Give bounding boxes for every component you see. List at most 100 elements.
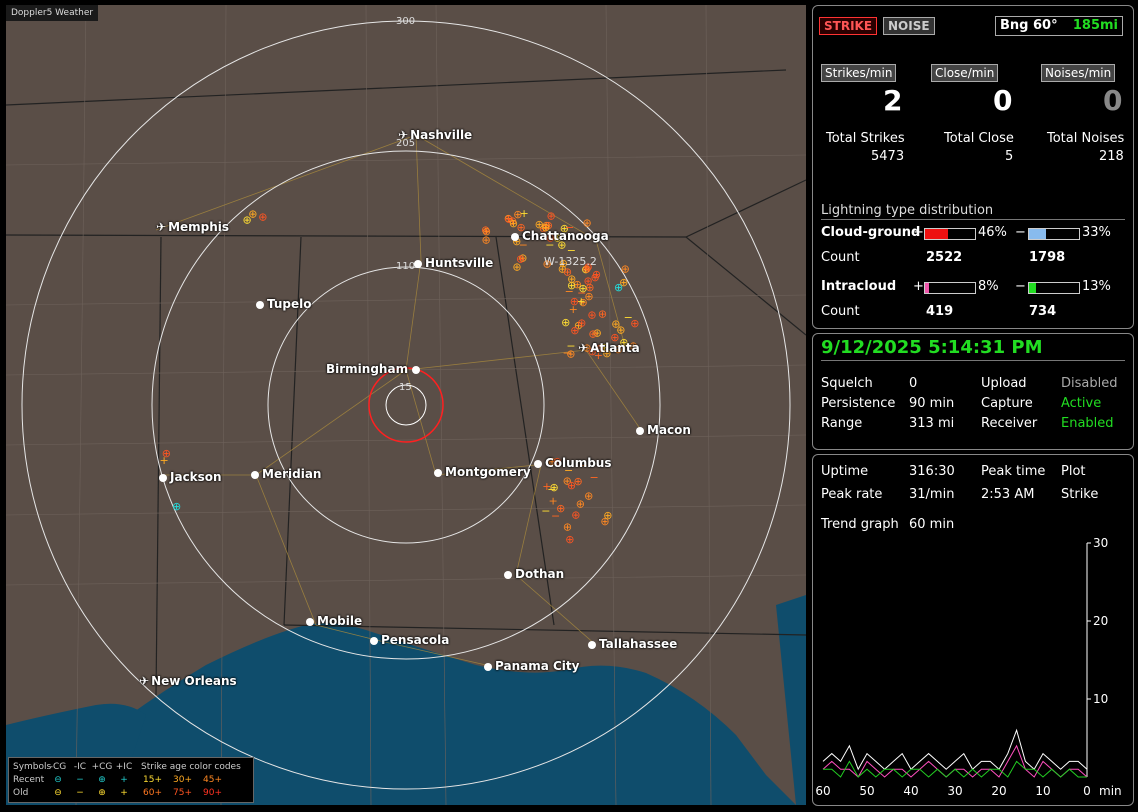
total-close-label: Total Close — [944, 131, 1014, 146]
strike-marker: ⊕ — [548, 455, 557, 468]
strike-marker: ⊕ — [581, 263, 590, 276]
persistence-label: Persistence — [821, 396, 896, 411]
strike-stats-panel: STRIKE NOISE Bng 60° 185mi Strikes/min C… — [812, 5, 1134, 329]
ring-label-15: 15 — [399, 382, 412, 393]
city-dot-icon — [588, 641, 596, 649]
strike-marker: ⊕ — [504, 212, 513, 225]
ic-minus-bar — [1028, 282, 1080, 294]
legend-old-label: Old — [13, 787, 29, 798]
strike-marker: ⊕ — [482, 234, 491, 247]
city-dot-icon — [306, 618, 314, 626]
city-nashville: ✈ Nashville — [398, 128, 473, 142]
city-dot-icon — [370, 637, 378, 645]
cg-plus-bar — [924, 228, 976, 240]
strike-marker: ⊕ — [563, 520, 572, 533]
strike-marker: ⊕ — [598, 307, 607, 320]
noise-mode-button[interactable]: NOISE — [883, 17, 935, 35]
ring-label-110: 110 — [396, 261, 416, 272]
center-ring — [385, 384, 427, 426]
total-strikes-label: Total Strikes — [826, 131, 905, 146]
strike-marker: ⊕ — [571, 509, 580, 522]
legend-ic-minus-header: -IC — [73, 761, 87, 772]
datetime: 9/12/2025 5:14:31 PM — [821, 337, 1043, 358]
old-ic-minus-icon: − — [76, 787, 84, 798]
cg-minus-bar — [1028, 228, 1080, 240]
airport-icon: ✈ — [398, 128, 409, 142]
strike-marker: ⊕ — [576, 498, 585, 511]
cg-plus-sign: + — [913, 225, 924, 240]
strike-mode-button[interactable]: STRIKE — [819, 17, 878, 35]
airport-icon: ✈ — [578, 341, 589, 355]
map-graphics: −⊕⊕⊕−⊕⊕⊕⊕⊕⊕⊕−⊕⊕⊕⊕⊕⊕⊕⊕ −⊕⊕⊕⊕⊕+⊕− −⊕+⊕⊕−⊕⊕⊕⊕… — [6, 5, 806, 805]
strike-marker: ⊕ — [584, 261, 593, 274]
plot-value[interactable]: Strike — [1061, 487, 1099, 502]
strike-marker: ⊕ — [563, 266, 572, 279]
city-chattanooga: Chattanooga — [511, 229, 609, 243]
range-label: Range — [821, 416, 863, 431]
ic-plus-bar — [924, 282, 976, 294]
city-tallahassee: Tallahassee — [588, 637, 677, 651]
old-ic-plus-icon: + — [120, 787, 128, 798]
ic-minus-sign: − — [1015, 279, 1026, 294]
strike-marker: ⊕ — [630, 317, 639, 330]
city-montgomery: Montgomery — [434, 465, 531, 479]
strike-marker: ⊕ — [574, 475, 583, 488]
strike-marker: ⊕ — [518, 251, 527, 264]
strike-marker: ⊕ — [567, 479, 576, 492]
strikes-per-min-value: 2 — [883, 84, 903, 117]
atlantic-water — [776, 595, 806, 805]
close-range-ring — [368, 367, 444, 443]
strike-marker: ⊕ — [567, 279, 576, 292]
strike-marker: ⊕ — [610, 331, 619, 344]
strike-marker: − — [566, 339, 575, 352]
cg-minus-percent: 33% — [1082, 225, 1111, 240]
x-tick-label: 40 — [903, 784, 918, 798]
distribution-title: Lightning type distribution — [821, 203, 994, 218]
uptime-label: Uptime — [821, 464, 869, 479]
trend-graph-label: Trend graph — [821, 517, 899, 532]
app-title: Doppler5 Weather — [6, 5, 99, 21]
strike-marker: ⊕ — [509, 217, 518, 230]
strike-marker: ⊕ — [587, 309, 596, 322]
recent-cg-plus-icon: ⊕ — [98, 774, 106, 785]
capture-value: Active — [1061, 396, 1102, 411]
y-tick-label: 20 — [1093, 614, 1108, 628]
lightning-map[interactable]: Doppler5 Weather — [6, 5, 806, 805]
city-macon: Macon — [636, 423, 691, 437]
legend-symbols-label: Symbols — [13, 761, 52, 772]
city-dot-icon — [159, 474, 167, 482]
strike-marker: ⊕ — [591, 271, 600, 284]
legend-ic-plus-header: +IC — [115, 761, 133, 772]
strike-marker: + — [594, 349, 603, 362]
ring-label-205: 205 — [396, 138, 416, 149]
strike-marker: ⊕ — [570, 295, 579, 308]
strike-marker: − — [592, 339, 601, 352]
strike-marker: ⊕ — [573, 278, 582, 291]
strike-marker: ⊕ — [584, 274, 593, 287]
strike-marker: ⊕ — [600, 515, 609, 528]
strike-cursor-label: W-1325.2 — [544, 255, 597, 268]
strike-marker: ⊕ — [588, 328, 597, 341]
city-dot-icon — [251, 471, 259, 479]
strike-marker: ⊕ — [619, 276, 628, 289]
age-75: 75+ — [173, 787, 192, 798]
strike-marker: + — [549, 495, 558, 508]
trend-panel: Uptime 316:30 Peak time Plot Peak rate 3… — [812, 454, 1134, 806]
strike-marker: − — [565, 221, 574, 234]
strike-marker: ⊕ — [578, 282, 587, 295]
city-columbus: Columbus — [534, 456, 612, 470]
strike-marker: ⊕ — [560, 222, 569, 235]
strike-marker: ⊕ — [543, 257, 552, 270]
strike-marker: + — [577, 295, 586, 308]
age-30: 30+ — [173, 774, 192, 785]
cg-minus-sign: − — [1015, 225, 1026, 240]
strike-marker: ⊕ — [559, 257, 568, 270]
status-panel: 9/12/2025 5:14:31 PM Squelch 0 Upload Di… — [812, 333, 1134, 450]
total-strikes-value: 5473 — [871, 149, 905, 164]
strike-marker: − — [564, 464, 573, 477]
strike-marker: − — [624, 311, 633, 324]
strike-marker: ⊕ — [516, 253, 525, 266]
strike-marker: ⊕ — [611, 318, 620, 331]
plot-label: Plot — [1061, 464, 1086, 479]
strike-marker: ⊕ — [614, 343, 623, 356]
